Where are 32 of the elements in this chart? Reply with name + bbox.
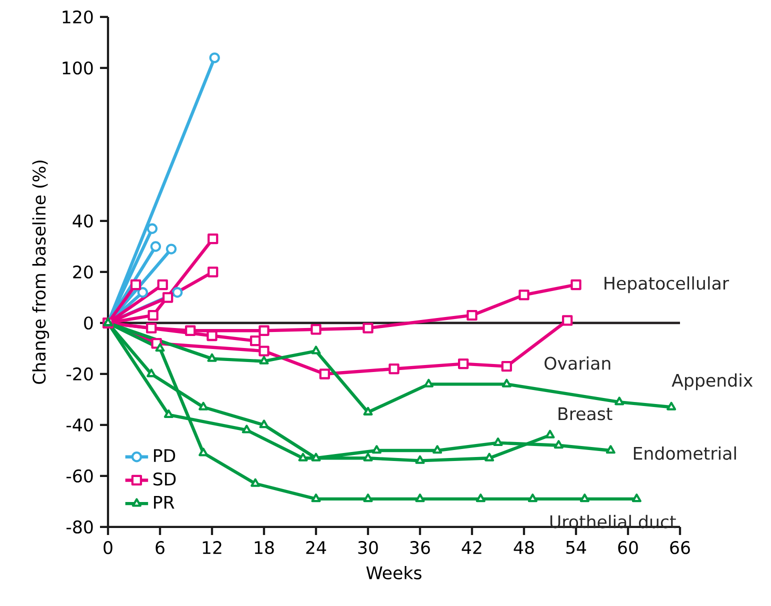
y-tick-label: 0 (84, 316, 93, 330)
x-tick-label: 60 (618, 541, 638, 554)
annotation: Endometrial (634, 446, 736, 460)
annotation: Appendix (672, 373, 753, 390)
y-tick-label: 40 (72, 214, 93, 228)
x-tick-label: 18 (254, 541, 274, 554)
y-tick-label: -20 (66, 367, 93, 381)
y-tick-label: 120 (62, 10, 93, 24)
legend-label: PD (154, 449, 176, 462)
y-tick-label: -80 (66, 520, 93, 534)
y-tick-label: -40 (66, 418, 93, 432)
x-tick-label: 12 (202, 541, 222, 554)
x-tick-label: 30 (358, 541, 378, 554)
x-tick-label: 48 (514, 541, 534, 554)
y-axis-title: Change from baseline (%) (32, 160, 50, 384)
annotation: Ovarian (544, 356, 610, 370)
x-tick-label: 54 (566, 541, 586, 554)
y-tick-label: 20 (73, 265, 93, 279)
x-axis-title: Weeks (366, 566, 422, 580)
annotation: Breast (558, 407, 612, 420)
x-tick-label: 42 (462, 541, 482, 554)
y-tick-label: -60 (66, 469, 93, 483)
y-tick-label: 100 (62, 61, 93, 75)
legend-label: PR (154, 496, 174, 509)
annotation: Urothelial duct (550, 514, 676, 528)
x-tick-label: 66 (670, 541, 690, 554)
legend-label: SD (153, 472, 176, 486)
annotation: Hepatocellular (604, 276, 730, 294)
x-tick-label: 0 (104, 541, 112, 554)
x-tick-label: 36 (410, 541, 430, 554)
x-tick-label: 6 (156, 541, 164, 554)
x-tick-label: 24 (306, 541, 326, 554)
